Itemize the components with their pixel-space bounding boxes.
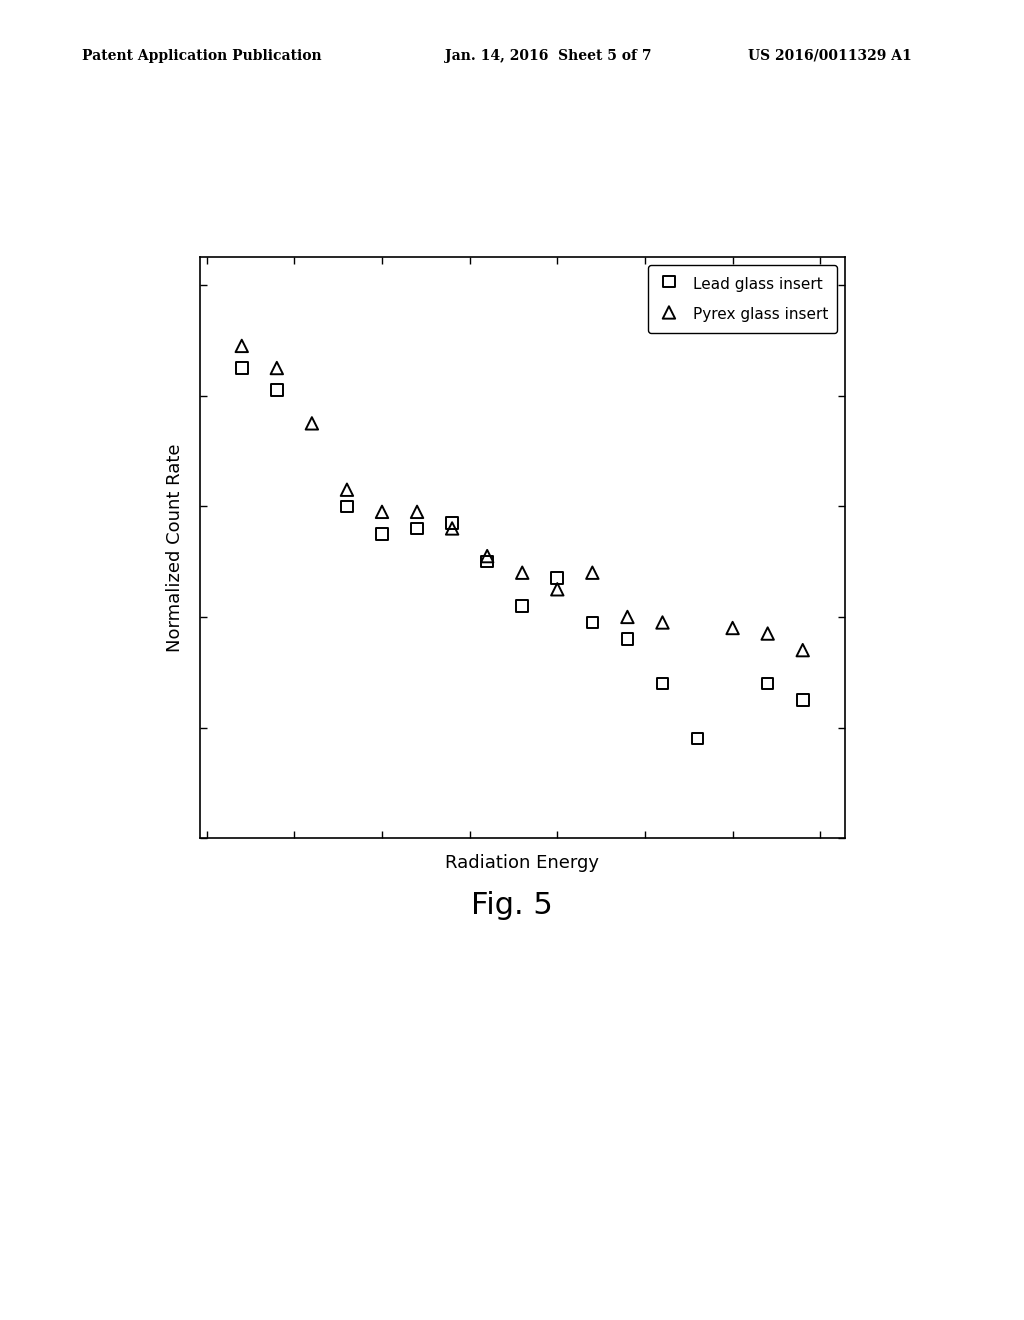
Pyrex glass insert — [374, 502, 390, 523]
Legend: Lead glass insert, Pyrex glass insert: Lead glass insert, Pyrex glass insert — [648, 265, 838, 333]
Lead glass insert — [549, 568, 565, 589]
Lead glass insert — [654, 673, 671, 694]
Pyrex glass insert — [654, 612, 671, 634]
Y-axis label: Normalized Count Rate: Normalized Count Rate — [166, 444, 183, 652]
Pyrex glass insert — [233, 335, 250, 356]
Lead glass insert — [689, 729, 706, 750]
Pyrex glass insert — [549, 578, 565, 599]
Lead glass insert — [233, 358, 250, 379]
Lead glass insert — [444, 512, 461, 533]
Pyrex glass insert — [724, 618, 740, 639]
Lead glass insert — [268, 380, 285, 401]
Pyrex glass insert — [620, 606, 636, 627]
Pyrex glass insert — [584, 562, 600, 583]
Pyrex glass insert — [514, 562, 530, 583]
X-axis label: Radiation Energy: Radiation Energy — [445, 854, 599, 873]
Lead glass insert — [374, 524, 390, 545]
Text: Jan. 14, 2016  Sheet 5 of 7: Jan. 14, 2016 Sheet 5 of 7 — [445, 49, 652, 63]
Pyrex glass insert — [339, 479, 355, 500]
Lead glass insert — [514, 595, 530, 616]
Lead glass insert — [409, 517, 425, 539]
Pyrex glass insert — [444, 517, 461, 539]
Text: Fig. 5: Fig. 5 — [471, 891, 553, 920]
Pyrex glass insert — [409, 502, 425, 523]
Lead glass insert — [339, 496, 355, 517]
Pyrex glass insert — [479, 545, 496, 566]
Lead glass insert — [795, 689, 811, 710]
Lead glass insert — [584, 612, 600, 634]
Pyrex glass insert — [304, 413, 321, 434]
Pyrex glass insert — [795, 640, 811, 661]
Lead glass insert — [760, 673, 776, 694]
Pyrex glass insert — [268, 358, 285, 379]
Lead glass insert — [620, 628, 636, 649]
Text: US 2016/0011329 A1: US 2016/0011329 A1 — [748, 49, 911, 63]
Lead glass insert — [479, 550, 496, 572]
Text: Patent Application Publication: Patent Application Publication — [82, 49, 322, 63]
Pyrex glass insert — [760, 623, 776, 644]
